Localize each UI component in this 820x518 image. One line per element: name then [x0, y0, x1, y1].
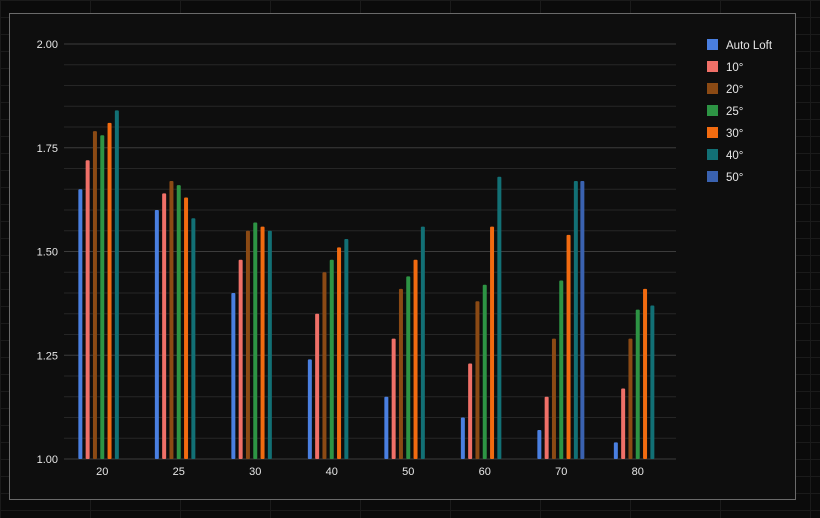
bar: [566, 234, 571, 459]
bar: [85, 160, 90, 459]
bar: [413, 259, 418, 459]
legend-swatch: [707, 39, 718, 50]
bar: [253, 222, 258, 459]
bar: [260, 226, 265, 459]
bar: [315, 313, 320, 459]
x-tick-label: 30: [249, 466, 261, 478]
bar: [322, 272, 327, 459]
bar: [169, 180, 174, 459]
y-tick-label: 1.25: [37, 350, 58, 362]
bar: [231, 293, 236, 459]
bar: [406, 276, 411, 459]
y-axis: 1.00 1.25 1.50 1.75 2.00: [37, 39, 58, 466]
legend-swatch: [707, 105, 718, 116]
bar: [78, 189, 83, 459]
bar: [184, 197, 189, 460]
x-axis: 20 25 30 40 50 60 70 80: [96, 466, 644, 478]
x-tick-label: 25: [173, 466, 185, 478]
bar: [559, 280, 564, 459]
bar: [391, 338, 396, 459]
legend-label: Auto Loft: [726, 40, 773, 52]
legend-item[interactable]: 20°: [707, 83, 743, 96]
bar: [176, 185, 181, 459]
bar: [384, 396, 389, 459]
legend-label: 10°: [726, 62, 743, 74]
bar: [643, 288, 648, 459]
legend-swatch: [707, 149, 718, 160]
bar: [344, 239, 349, 459]
y-tick-label: 2.00: [37, 39, 58, 51]
bar: [329, 259, 334, 459]
bar: [92, 131, 97, 459]
y-tick-label: 1.00: [37, 454, 58, 466]
bar: [460, 417, 465, 459]
legend-item[interactable]: 25°: [707, 105, 743, 118]
legend-label: 50°: [726, 172, 743, 184]
legend-swatch: [707, 127, 718, 138]
legend-item[interactable]: 40°: [707, 149, 743, 162]
bar: [267, 230, 272, 459]
bar-chart: 1.00 1.25 1.50 1.75 2.00 20 25 30 40 50 60 70 80 Au…: [37, 39, 773, 478]
bar: [551, 338, 556, 459]
legend-label: 20°: [726, 84, 743, 96]
legend: Auto Loft 10° 20° 25° 30° 40° 50°: [707, 39, 773, 184]
bar: [307, 359, 312, 459]
legend-label: 30°: [726, 128, 743, 140]
legend-item[interactable]: Auto Loft: [707, 39, 773, 52]
bar: [573, 180, 578, 459]
bar: [238, 259, 243, 459]
bar: [154, 210, 159, 459]
x-tick-label: 60: [479, 466, 491, 478]
x-tick-label: 50: [402, 466, 414, 478]
legend-item[interactable]: 30°: [707, 127, 743, 140]
bar: [398, 288, 403, 459]
chart-panel: 1.00 1.25 1.50 1.75 2.00 20 25 30 40 50 60 70 80 Au…: [9, 13, 796, 500]
bar: [497, 176, 502, 460]
bar: [420, 226, 425, 459]
x-tick-label: 70: [555, 466, 567, 478]
bar: [245, 230, 250, 459]
legend-item[interactable]: 50°: [707, 171, 743, 184]
bar: [621, 388, 626, 459]
bar: [544, 396, 549, 459]
bar: [100, 135, 105, 460]
y-tick-label: 1.50: [37, 247, 58, 259]
bar: [107, 122, 112, 459]
x-tick-label: 40: [326, 466, 338, 478]
bar: [337, 247, 342, 459]
bar: [468, 363, 473, 459]
y-tick-label: 1.75: [37, 143, 58, 155]
legend-item[interactable]: 10°: [707, 61, 743, 74]
bar: [580, 180, 585, 459]
bar: [114, 110, 119, 460]
bar: [613, 442, 618, 459]
bar: [650, 305, 655, 459]
bar: [635, 309, 640, 459]
bar: [537, 429, 542, 459]
x-tick-label: 20: [96, 466, 108, 478]
bar: [475, 301, 480, 459]
bar: [162, 193, 167, 459]
x-tick-label: 80: [632, 466, 644, 478]
bar: [628, 338, 633, 459]
legend-swatch: [707, 171, 718, 182]
bar: [490, 226, 495, 459]
legend-swatch: [707, 61, 718, 72]
bar: [191, 218, 196, 459]
legend-label: 40°: [726, 150, 743, 162]
bars: [78, 110, 655, 460]
legend-swatch: [707, 83, 718, 94]
bar: [482, 284, 487, 459]
legend-label: 25°: [726, 106, 743, 118]
